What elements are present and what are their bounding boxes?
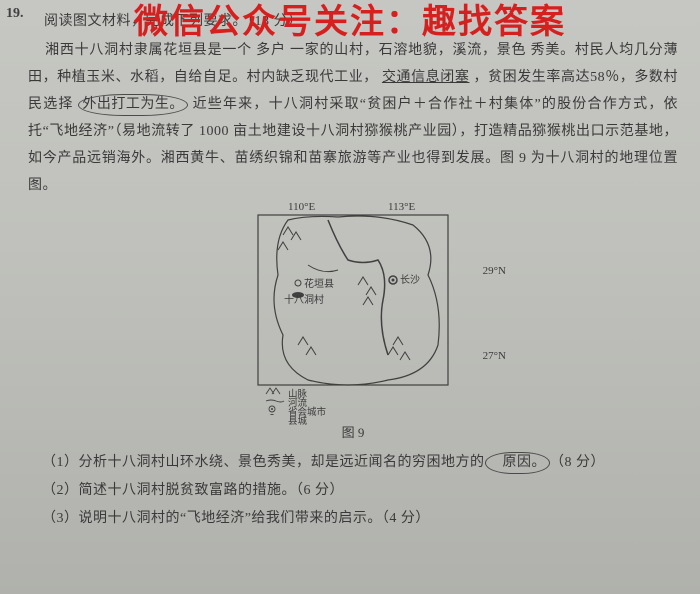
circled-phrase-2: 原因。: [485, 452, 551, 474]
question-intro: 阅读图文材料，完成下列要求。（18 分）: [28, 8, 678, 35]
body-text: 湘西十八洞村隶属花垣县是一个 多户 一家的山村，石溶地貌，溪流，景色 秀美。村民…: [28, 37, 678, 199]
lon-label-1: 110°E: [288, 201, 315, 213]
sub-question-1: （1）分析十八洞村山环水绕、景色秀美，却是远近闻名的穷困地方的原因。（8 分）: [28, 449, 678, 477]
question-number: 19.: [6, 6, 24, 22]
label-huayuan: 花垣县: [304, 275, 334, 290]
map-figure: 110°E 113°E 29°N 27°N: [28, 205, 678, 441]
lat-label-1: 29°N: [483, 265, 506, 277]
lat-label-2: 27°N: [483, 350, 506, 362]
label-shibadong: 十八洞村: [284, 291, 324, 306]
legend-county: 县城: [288, 413, 307, 427]
circled-phrase-1: 外出打工为生。: [78, 94, 188, 116]
lon-label-2: 113°E: [388, 201, 415, 213]
intro-text: 阅读图文材料，完成下列要求。（18 分）: [44, 14, 303, 29]
sub-question-3: （3）说明十八洞村的“飞地经济”给我们带来的启示。（4 分）: [28, 505, 678, 533]
label-changsha: 长沙: [400, 271, 420, 286]
map-svg: [228, 205, 478, 415]
sub-question-2: （2）简述十八洞村脱贫致富路的措施。（6 分）: [28, 477, 678, 505]
figure-caption: 图 9: [28, 422, 678, 441]
